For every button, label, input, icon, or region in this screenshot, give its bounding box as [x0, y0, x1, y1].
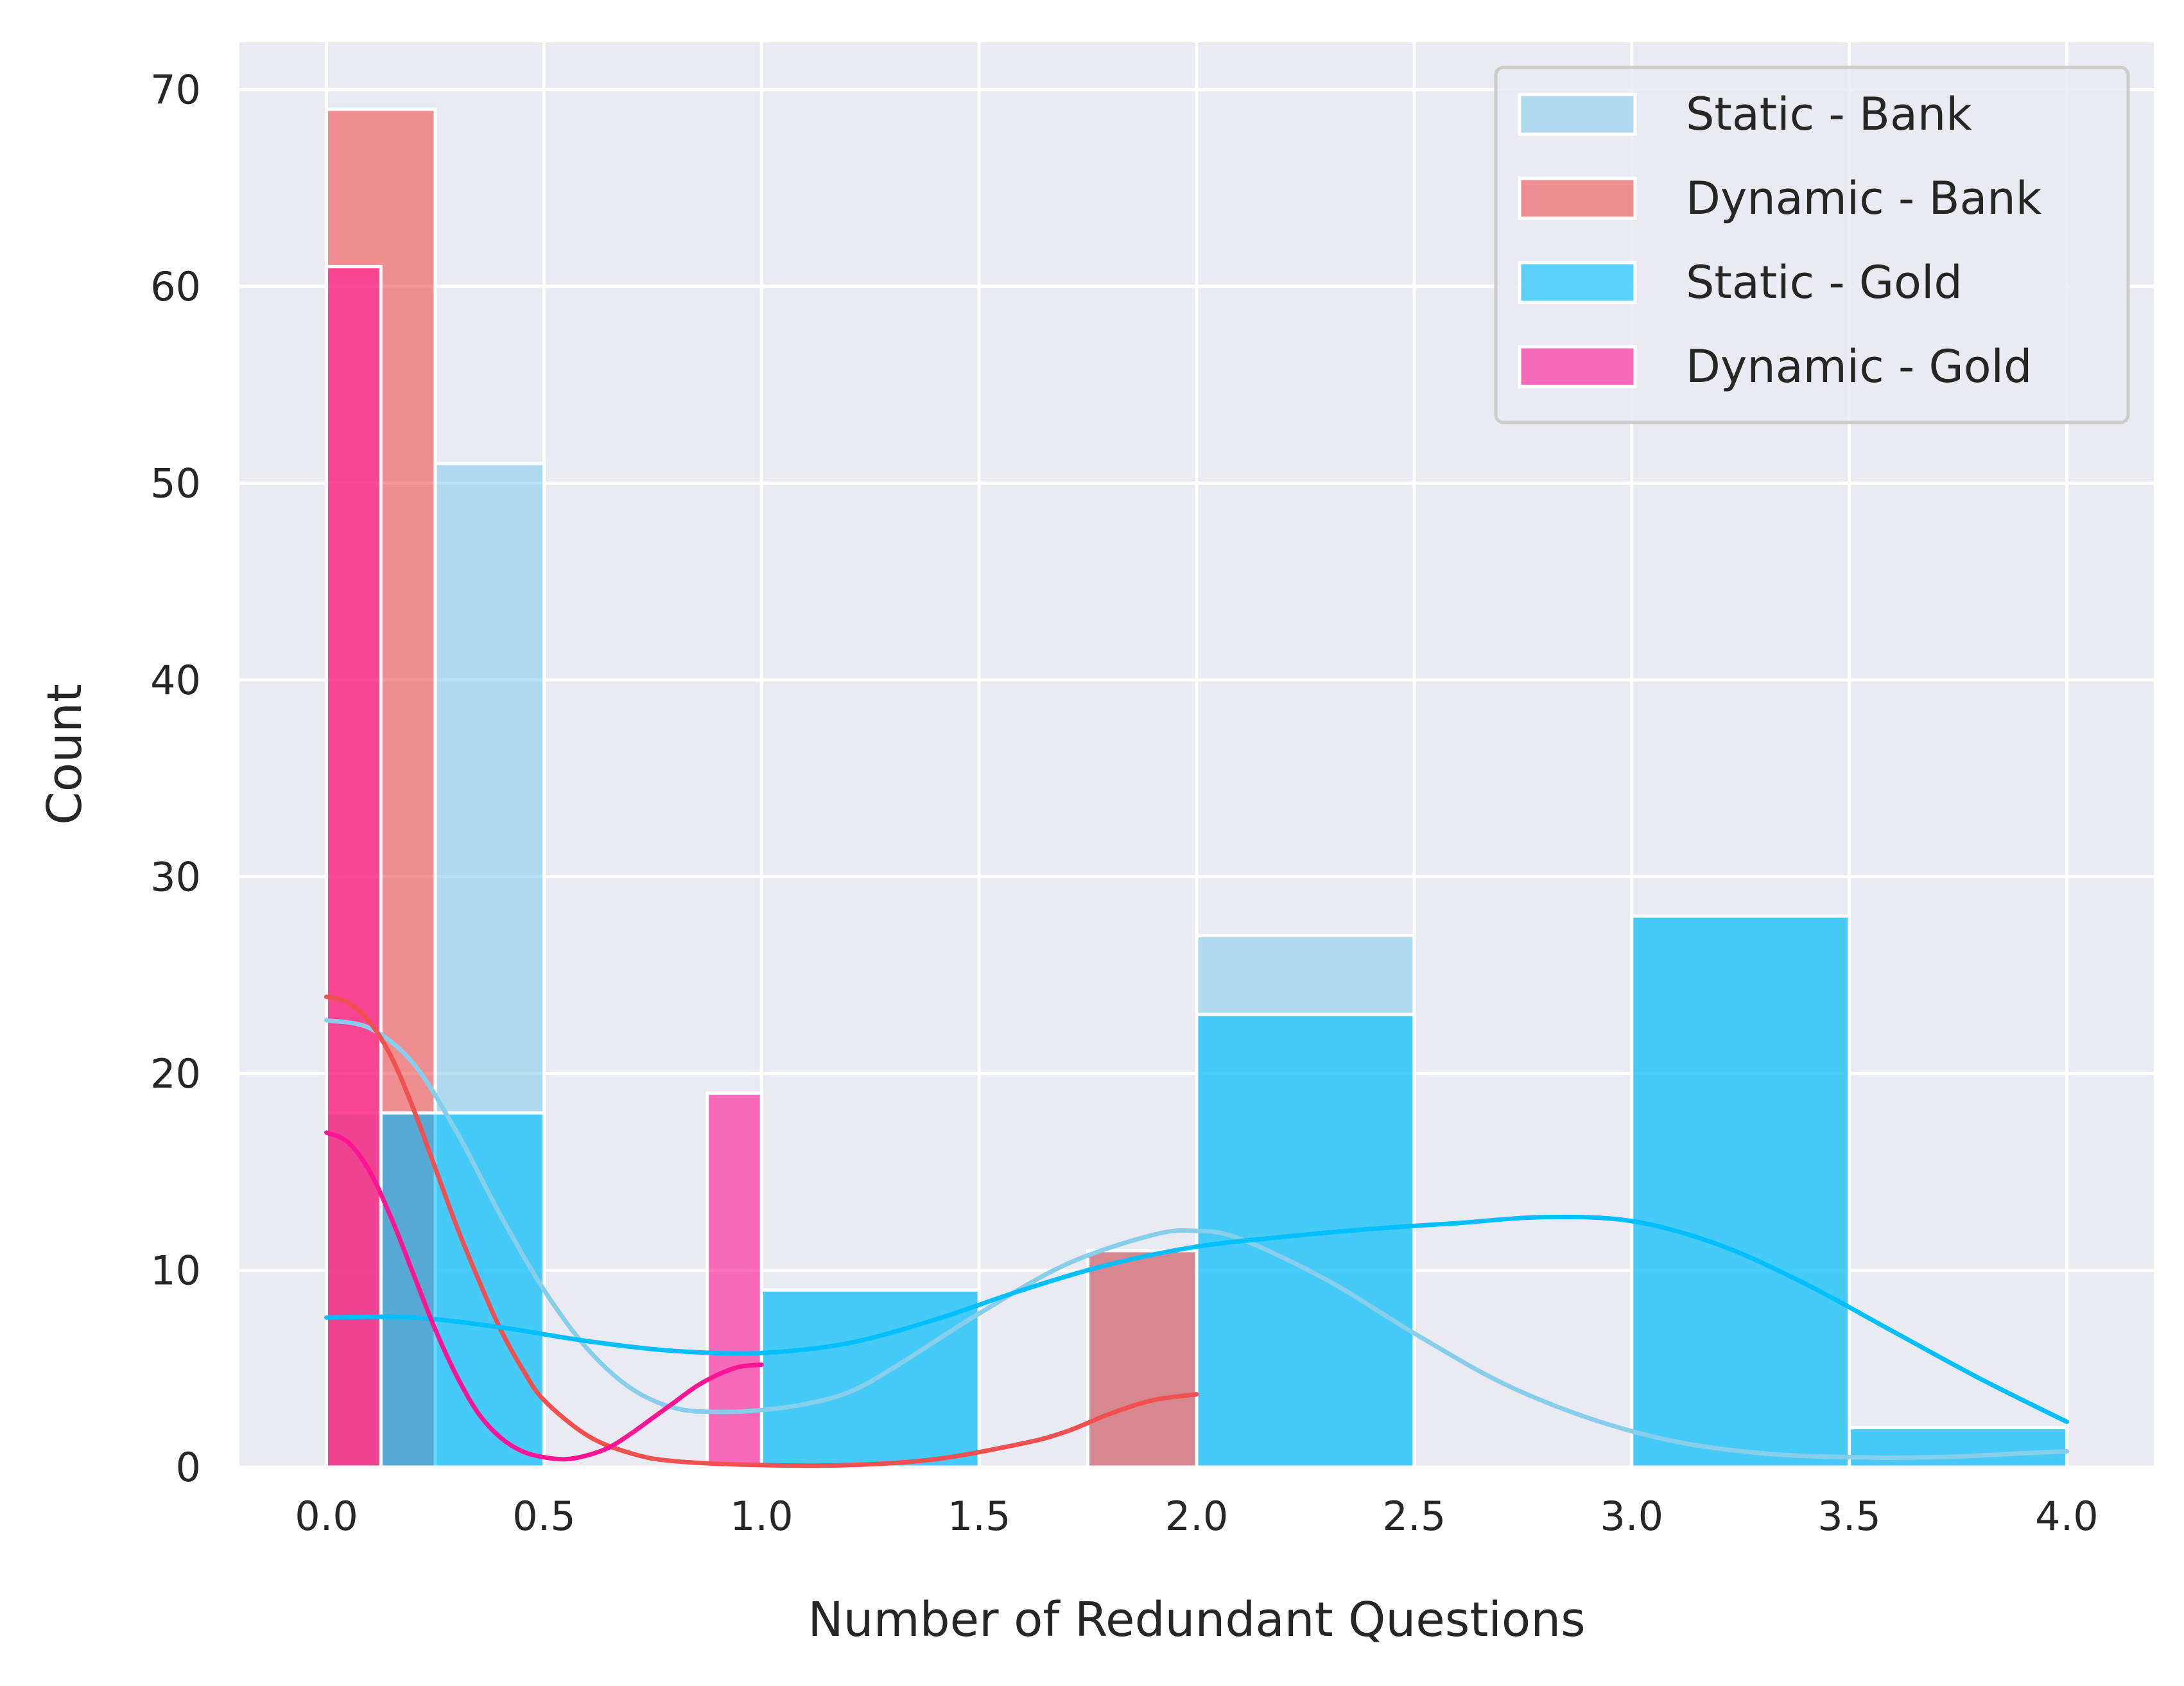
- legend-swatch-dynamic-bank: [1518, 177, 1637, 220]
- y-axis-ticks: 0 10 20 30 40 50 60 70: [150, 67, 201, 1491]
- kde-curves: [324, 994, 2069, 1468]
- y-tick-label: 70: [150, 67, 201, 114]
- legend-label-static-gold: Static - Gold: [1686, 256, 1963, 309]
- legend-frame: [1494, 65, 2130, 424]
- kde-line-static-gold: [324, 1214, 2069, 1425]
- x-tick-label: 1.0: [730, 1493, 793, 1540]
- bar-static-gold: [1630, 914, 1851, 1469]
- bar-dynamic-gold: [706, 1091, 763, 1469]
- bar-dynamic-bank: [1086, 1249, 1199, 1469]
- x-tick-label: 2.5: [1383, 1493, 1446, 1540]
- y-tick-label: 20: [150, 1050, 201, 1097]
- x-tick-label: 0.0: [295, 1493, 358, 1540]
- legend-label-static-bank: Static - Bank: [1686, 88, 1972, 141]
- x-tick-label: 3.0: [1600, 1493, 1663, 1540]
- bar-static-gold: [379, 1111, 546, 1469]
- x-axis-label: Number of Redundant Questions: [808, 1592, 1585, 1647]
- y-tick-label: 40: [150, 657, 201, 704]
- y-tick-label: 0: [176, 1444, 201, 1491]
- legend-swatch-static-bank: [1518, 92, 1637, 136]
- histogram-bars: [325, 107, 2068, 1469]
- y-axis-label: Count: [37, 684, 92, 825]
- bar-dynamic-gold: [325, 265, 383, 1469]
- x-tick-label: 0.5: [512, 1493, 576, 1540]
- kde-line-dynamic-gold: [324, 1130, 764, 1462]
- x-tick-label: 1.5: [948, 1493, 1011, 1540]
- legend-label-dynamic-gold: Dynamic - Gold: [1686, 340, 2032, 393]
- legend-swatch-dynamic-gold: [1518, 345, 1637, 388]
- y-tick-label: 50: [150, 460, 201, 507]
- y-tick-label: 30: [150, 854, 201, 901]
- x-tick-label: 2.0: [1165, 1493, 1229, 1540]
- bar-static-gold: [1848, 1426, 2068, 1469]
- kde-line-dynamic-bank: [324, 994, 1199, 1468]
- y-tick-label: 60: [150, 263, 201, 310]
- x-tick-label: 3.5: [1817, 1493, 1881, 1540]
- legend: Static - Bank Dynamic - Bank Static - Gold…: [1494, 65, 2130, 424]
- x-tick-label: 4.0: [2035, 1493, 2099, 1540]
- y-tick-label: 10: [150, 1247, 201, 1294]
- kde-line-static-bank: [324, 1018, 2069, 1460]
- legend-label-dynamic-bank: Dynamic - Bank: [1686, 172, 2042, 225]
- x-axis-ticks: 0.0 0.5 1.0 1.5 2.0 2.5 3.0 3.5 4.0: [295, 1493, 2099, 1540]
- legend-swatch-static-gold: [1518, 261, 1637, 304]
